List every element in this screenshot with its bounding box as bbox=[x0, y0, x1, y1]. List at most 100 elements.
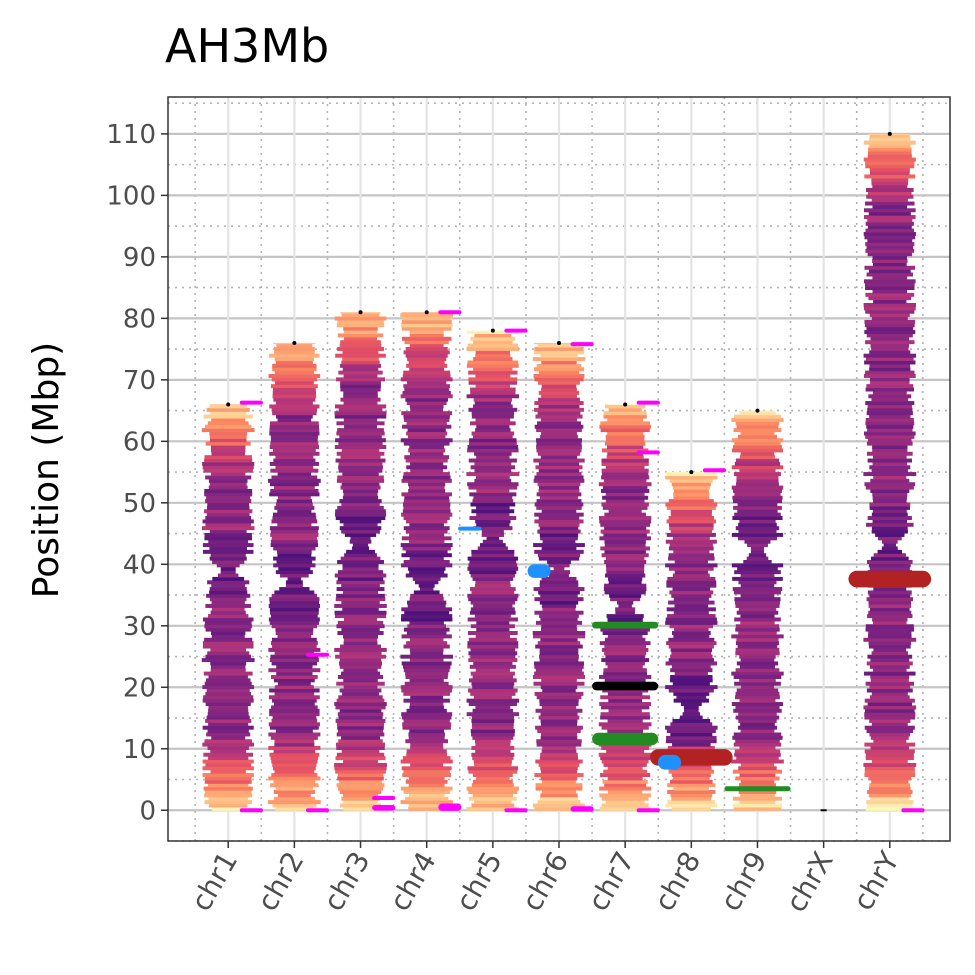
band bbox=[870, 380, 910, 385]
band bbox=[666, 641, 717, 646]
band bbox=[409, 556, 444, 561]
band bbox=[338, 695, 383, 700]
band bbox=[401, 553, 452, 558]
band bbox=[604, 512, 646, 517]
band bbox=[202, 543, 254, 548]
band bbox=[738, 766, 777, 771]
band bbox=[210, 411, 247, 416]
band bbox=[537, 641, 581, 646]
band bbox=[735, 651, 780, 656]
band bbox=[672, 681, 710, 686]
band bbox=[866, 384, 914, 389]
band bbox=[668, 499, 714, 504]
band bbox=[540, 776, 578, 781]
y-tick-label: 70 bbox=[123, 366, 156, 396]
band bbox=[740, 614, 775, 619]
band bbox=[602, 495, 649, 500]
band bbox=[405, 796, 449, 801]
band bbox=[276, 664, 313, 669]
band bbox=[468, 651, 518, 656]
marker-chr5 bbox=[458, 526, 482, 531]
band bbox=[667, 800, 716, 805]
band bbox=[615, 610, 635, 615]
band bbox=[600, 421, 650, 426]
band bbox=[864, 698, 915, 703]
band bbox=[871, 722, 908, 727]
y-axis-ticks: 0 10 20 30 40 50 60 70 80 90 100 110 bbox=[106, 120, 168, 826]
band bbox=[865, 370, 915, 375]
band bbox=[271, 773, 318, 778]
band bbox=[671, 806, 712, 811]
band bbox=[605, 556, 645, 561]
band bbox=[202, 465, 254, 470]
band bbox=[410, 461, 444, 466]
marker-chr4 bbox=[438, 803, 462, 811]
chromosome-chr5 bbox=[466, 328, 520, 811]
band bbox=[337, 428, 384, 433]
band bbox=[344, 532, 377, 537]
band bbox=[419, 587, 434, 592]
band bbox=[401, 492, 452, 497]
band bbox=[870, 343, 910, 348]
band bbox=[733, 428, 782, 433]
band bbox=[342, 495, 379, 500]
band bbox=[401, 688, 453, 693]
band bbox=[868, 603, 911, 608]
band bbox=[539, 698, 579, 703]
band bbox=[401, 614, 453, 619]
band bbox=[474, 401, 511, 406]
band bbox=[601, 759, 649, 764]
band bbox=[269, 461, 319, 466]
band bbox=[337, 475, 384, 480]
band bbox=[201, 428, 255, 433]
band bbox=[407, 600, 447, 605]
chart-title: AH3Mb bbox=[165, 19, 329, 73]
band bbox=[738, 522, 777, 527]
band bbox=[468, 789, 518, 794]
band bbox=[343, 330, 378, 335]
band bbox=[873, 668, 907, 673]
band bbox=[870, 678, 909, 683]
band bbox=[739, 773, 776, 778]
y-axis-label: Position (Mbp) bbox=[26, 342, 67, 598]
band bbox=[873, 553, 906, 558]
band bbox=[603, 532, 647, 537]
band bbox=[337, 631, 384, 636]
y-tick-label: 80 bbox=[123, 304, 156, 334]
band bbox=[534, 664, 584, 669]
band bbox=[287, 576, 302, 581]
chromosome-chr6 bbox=[532, 340, 586, 811]
band bbox=[739, 654, 776, 659]
band bbox=[604, 637, 646, 642]
chromosome-chr8 bbox=[664, 470, 718, 811]
band bbox=[471, 411, 515, 416]
band bbox=[202, 698, 254, 703]
band bbox=[468, 796, 517, 801]
band bbox=[473, 661, 513, 666]
band bbox=[400, 759, 453, 764]
band bbox=[467, 556, 519, 561]
band bbox=[202, 773, 254, 778]
band bbox=[736, 688, 779, 693]
band bbox=[540, 712, 578, 717]
band bbox=[336, 783, 385, 788]
band bbox=[533, 587, 585, 592]
band bbox=[205, 499, 252, 504]
band bbox=[407, 434, 446, 439]
band bbox=[208, 803, 248, 808]
band bbox=[735, 776, 780, 781]
band bbox=[277, 793, 311, 798]
band bbox=[408, 539, 445, 544]
band bbox=[871, 397, 909, 402]
band bbox=[541, 387, 577, 392]
band bbox=[407, 624, 447, 629]
band bbox=[869, 313, 910, 318]
band bbox=[468, 637, 517, 642]
band bbox=[343, 390, 378, 395]
band bbox=[408, 482, 446, 487]
band bbox=[334, 445, 387, 450]
band bbox=[739, 800, 776, 805]
band bbox=[604, 526, 647, 531]
band bbox=[409, 367, 445, 372]
band bbox=[468, 441, 517, 446]
